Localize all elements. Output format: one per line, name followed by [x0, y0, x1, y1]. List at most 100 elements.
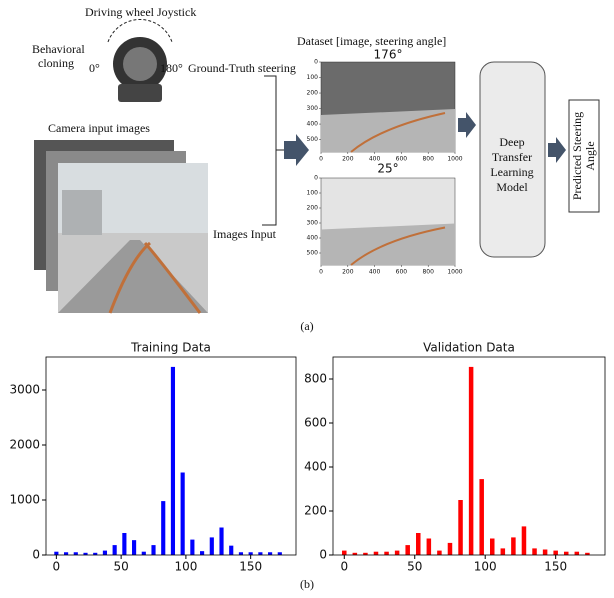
- page: { "diagram": { "joystick_title": "Drivin…: [0, 0, 614, 598]
- x-tick-label: 800: [422, 269, 434, 276]
- bar: [448, 543, 453, 555]
- bar: [268, 552, 272, 555]
- y-tick-label: 400: [307, 121, 319, 128]
- bar: [54, 552, 58, 555]
- bar: [229, 546, 233, 555]
- y-tick-label: 500: [307, 136, 319, 143]
- connector: [262, 76, 276, 225]
- bar: [575, 552, 580, 555]
- arrow: [284, 134, 309, 166]
- figure: Driving wheel Joystick Behavioral clonin…: [0, 0, 614, 598]
- y-tick-label: 1000: [9, 493, 40, 507]
- bar: [427, 539, 432, 556]
- model-label: Deep: [499, 135, 524, 149]
- bar: [501, 548, 506, 555]
- x-tick-label: 1000: [447, 156, 462, 163]
- y-tick-label: 500: [307, 250, 319, 257]
- wheel-base: [118, 84, 162, 102]
- bar: [511, 537, 516, 555]
- dataset-title: Dataset [image, steering angle]: [297, 34, 446, 48]
- bar: [74, 552, 78, 555]
- camera-title: Camera input images: [48, 121, 150, 135]
- bar: [219, 528, 223, 556]
- bar: [239, 552, 243, 555]
- angle-label: 180°: [160, 61, 183, 75]
- bar: [258, 552, 262, 555]
- model-label: Transfer: [492, 150, 532, 164]
- image-label: 25°: [377, 162, 398, 176]
- bar: [64, 552, 68, 555]
- y-tick-label: 800: [304, 372, 327, 386]
- x-tick-label: 150: [239, 560, 262, 574]
- arrow: [458, 112, 476, 138]
- bar: [171, 367, 175, 555]
- caption: (a): [300, 319, 313, 333]
- x-tick-label: 200: [342, 269, 354, 276]
- x-tick-label: 800: [422, 156, 434, 163]
- x-tick-label: 100: [474, 560, 497, 574]
- bar: [384, 552, 389, 555]
- image-label: 176°: [374, 48, 403, 62]
- y-tick-label: 100: [307, 74, 319, 81]
- bar: [161, 501, 165, 555]
- bar: [210, 537, 214, 555]
- bar: [532, 548, 537, 555]
- x-tick-label: 0: [319, 269, 323, 276]
- output-label: Angle: [583, 141, 597, 170]
- bar: [522, 526, 527, 555]
- bar: [374, 552, 379, 555]
- x-tick-label: 200: [342, 156, 354, 163]
- x-tick-label: 0: [340, 560, 348, 574]
- house: [62, 190, 102, 235]
- y-tick-label: 600: [304, 416, 327, 430]
- model-label: Learning: [490, 165, 533, 179]
- arrow: [548, 137, 566, 163]
- y-tick-label: 400: [307, 235, 319, 242]
- bar: [103, 551, 107, 555]
- behavioral-label: cloning: [38, 56, 74, 70]
- bar: [437, 551, 442, 555]
- bar: [458, 500, 463, 555]
- bar: [278, 552, 282, 555]
- caption: (b): [300, 577, 314, 591]
- bar: [181, 473, 185, 556]
- y-tick-label: 200: [304, 504, 327, 518]
- bar: [543, 550, 548, 556]
- bar: [490, 539, 495, 556]
- y-tick-label: 3000: [9, 383, 40, 397]
- y-tick-label: 400: [304, 460, 327, 474]
- y-tick-label: 0: [314, 175, 318, 182]
- x-tick-label: 100: [174, 560, 197, 574]
- bar: [416, 533, 421, 555]
- bar: [342, 551, 347, 555]
- y-tick-label: 0: [314, 59, 318, 66]
- images-input-label: Images Input: [213, 227, 277, 241]
- y-tick-label: 100: [307, 190, 319, 197]
- bar: [190, 540, 194, 555]
- bar: [249, 552, 253, 555]
- x-tick-label: 0: [319, 156, 323, 163]
- x-tick-label: 50: [407, 560, 422, 574]
- bar: [151, 545, 155, 555]
- x-tick-label: 400: [369, 269, 381, 276]
- bar: [479, 479, 484, 555]
- y-tick-label: 200: [307, 205, 319, 212]
- bar: [553, 551, 558, 555]
- y-tick-label: 0: [319, 548, 327, 562]
- joystick-title: Driving wheel Joystick: [85, 5, 196, 19]
- output-label: Predicted Steering: [570, 112, 584, 200]
- y-tick-label: 0: [32, 548, 40, 562]
- bar: [395, 551, 400, 555]
- chart-title: Training Data: [130, 341, 211, 355]
- bar: [122, 533, 126, 555]
- y-tick-label: 300: [307, 105, 319, 112]
- wheel-hub: [123, 47, 157, 81]
- y-tick-label: 200: [307, 90, 319, 97]
- angle-label: 0°: [89, 61, 100, 75]
- model-label: Model: [496, 180, 528, 194]
- x-tick-label: 50: [113, 560, 128, 574]
- x-tick-label: 0: [53, 560, 61, 574]
- x-tick-label: 150: [544, 560, 567, 574]
- bar: [564, 552, 569, 555]
- bar: [132, 540, 136, 555]
